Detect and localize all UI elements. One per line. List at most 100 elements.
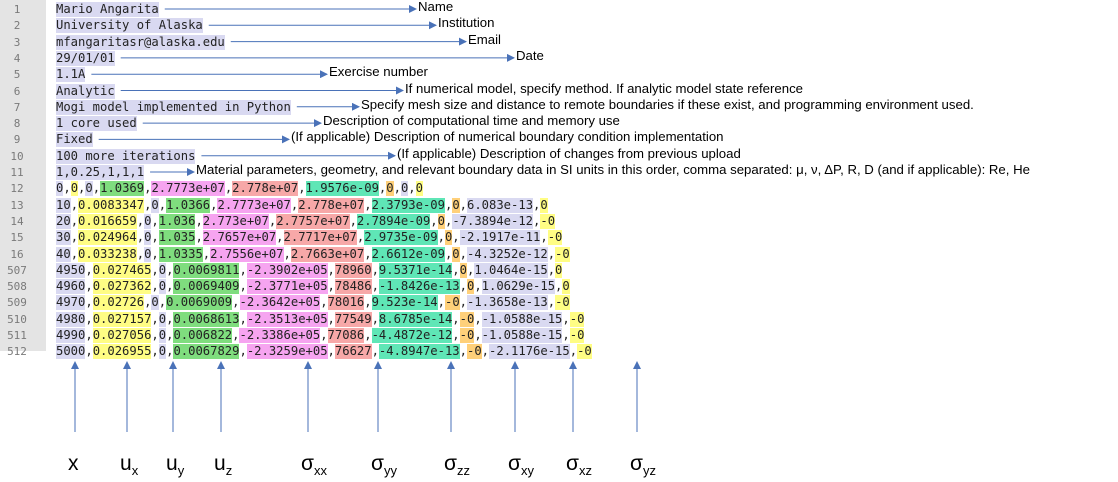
comma: , (474, 328, 482, 342)
column-label: σyz (630, 452, 656, 478)
cell-syy: 2.778e+07 (298, 197, 365, 213)
cell-x: 10 (56, 197, 71, 213)
cell-szz: 2.7894e-09 (356, 213, 431, 229)
column-label: uy (166, 452, 184, 478)
comma: , (452, 311, 460, 326)
cell-uz: 0.006822 (173, 328, 233, 343)
comma: , (70, 213, 79, 228)
cell-szz: 9.5371e-14 (378, 262, 453, 278)
line-number: 510 (7, 312, 27, 326)
column-label-base: u (120, 452, 132, 475)
column-label-base: σ (371, 452, 384, 475)
comma: , (276, 230, 284, 245)
cell-ux: 0.027465 (92, 262, 152, 278)
code-line: 10 100 more iterations (0, 148, 1118, 164)
comma: , (85, 328, 93, 342)
line-number: 511 (7, 329, 27, 342)
comma: , (144, 295, 152, 310)
comma: , (92, 181, 101, 196)
data-line: 510 4980,0.027157,0,0.0068613,-2.3513e+05… (0, 311, 1118, 327)
line-number: 5 (13, 68, 21, 82)
comma: , (70, 230, 79, 245)
cell-sxz: -2.1176e-15 (489, 344, 570, 360)
column-label-base: σ (301, 452, 314, 475)
cell-x: 5000 (56, 344, 86, 360)
data-line: 508 4960,0.027362,0,0.0069409,-2.3771e+05… (0, 278, 1118, 295)
cell-sxy: -0 (444, 295, 460, 311)
data-line: 14 20,0.016659,0,1.036,2.773e+07,2.7757e+… (0, 213, 1118, 229)
column-label: σyy (371, 452, 397, 478)
cell-sxz: 1.0629e-15 (481, 279, 556, 295)
cell-x: 4970 (56, 295, 86, 311)
comma: , (364, 246, 372, 261)
comma: , (151, 279, 159, 294)
comma: , (371, 262, 379, 277)
annotation-label: Description of computational time and me… (323, 113, 620, 129)
column-label: σxz (566, 452, 592, 478)
comma: , (562, 328, 570, 342)
column-label-sub: xz (578, 463, 592, 478)
cell-uy: 0 (151, 295, 159, 311)
comma: , (85, 295, 93, 310)
cell-ux: 0.033238 (78, 246, 137, 262)
comma: , (327, 311, 335, 326)
comma: , (195, 213, 203, 228)
comma: , (195, 230, 203, 245)
cell-syy: 2.7663e+07 (290, 246, 365, 262)
comma: , (444, 197, 453, 212)
annotation-label: Exercise number (329, 64, 428, 80)
comma: , (371, 344, 379, 359)
annotation-label: Specify mesh size and distance to remote… (361, 96, 974, 112)
cell-sxy: 0 (437, 213, 445, 229)
annotation-label: Email (468, 31, 501, 47)
comma: , (437, 230, 445, 245)
cell-sxx: 2.7556e+07 (210, 246, 284, 262)
line-number: 13 (10, 198, 24, 212)
cell-sxy: 0 (452, 246, 460, 262)
column-label-sub: yy (383, 463, 397, 478)
code-line: 2 University of Alaska (0, 17, 1118, 34)
code-line: 4 29/01/01 (0, 50, 1118, 66)
cell-sxy: 0 (452, 197, 460, 213)
cell-syz: -0 (569, 311, 585, 327)
code-line: 8 1 core used (0, 115, 1118, 132)
line-number: 7 (13, 100, 21, 114)
comma: , (166, 262, 174, 277)
cell-sxy: 0 (466, 279, 475, 295)
column-label-sub: xx (313, 463, 327, 478)
comma: , (158, 295, 167, 310)
comma: , (78, 181, 86, 196)
cell-uy: 0 (85, 181, 93, 197)
cell-sxy: 0 (386, 181, 394, 197)
cell-szz: 2.3793e-09 (371, 197, 445, 213)
cell-sxx: -2.3513e+05 (246, 311, 328, 327)
cell-syy: 2.778e+07 (232, 181, 299, 197)
column-label: σxy (508, 452, 534, 478)
cell-sxz: -1.3658e-13 (467, 295, 548, 311)
cell-syz: 0 (562, 279, 570, 295)
line-number: 4 (13, 51, 21, 65)
annotation-label: (If applicable) Description of numerical… (291, 129, 724, 145)
cell-x: 0 (56, 181, 64, 197)
line-number: 507 (7, 263, 27, 277)
cell-syz: 0 (415, 181, 423, 197)
comma: , (533, 213, 541, 228)
comma: , (555, 279, 563, 294)
comma: , (466, 262, 475, 277)
comma: , (239, 262, 247, 277)
cell-szz: 2.9735e-09 (364, 230, 438, 246)
column-label-base: σ (630, 452, 643, 475)
header-value: 100 more iterations (56, 148, 196, 164)
header-value: 29/01/01 (56, 50, 115, 66)
data-line: 507 4950,0.027465,0,0.0069811,-2.3902e+05… (0, 262, 1118, 278)
cell-syy: 78960 (334, 262, 372, 278)
cell-x: 20 (56, 213, 71, 229)
code-line: 6 Analytic (0, 83, 1118, 99)
cell-uz: 0.0069811 (173, 262, 240, 278)
comma: , (136, 230, 145, 245)
cell-ux: 0.02726 (92, 295, 145, 311)
comma: , (232, 328, 240, 342)
line-number: 509 (7, 296, 27, 310)
cell-ux: 0.027157 (92, 311, 152, 327)
comma: , (70, 246, 79, 261)
